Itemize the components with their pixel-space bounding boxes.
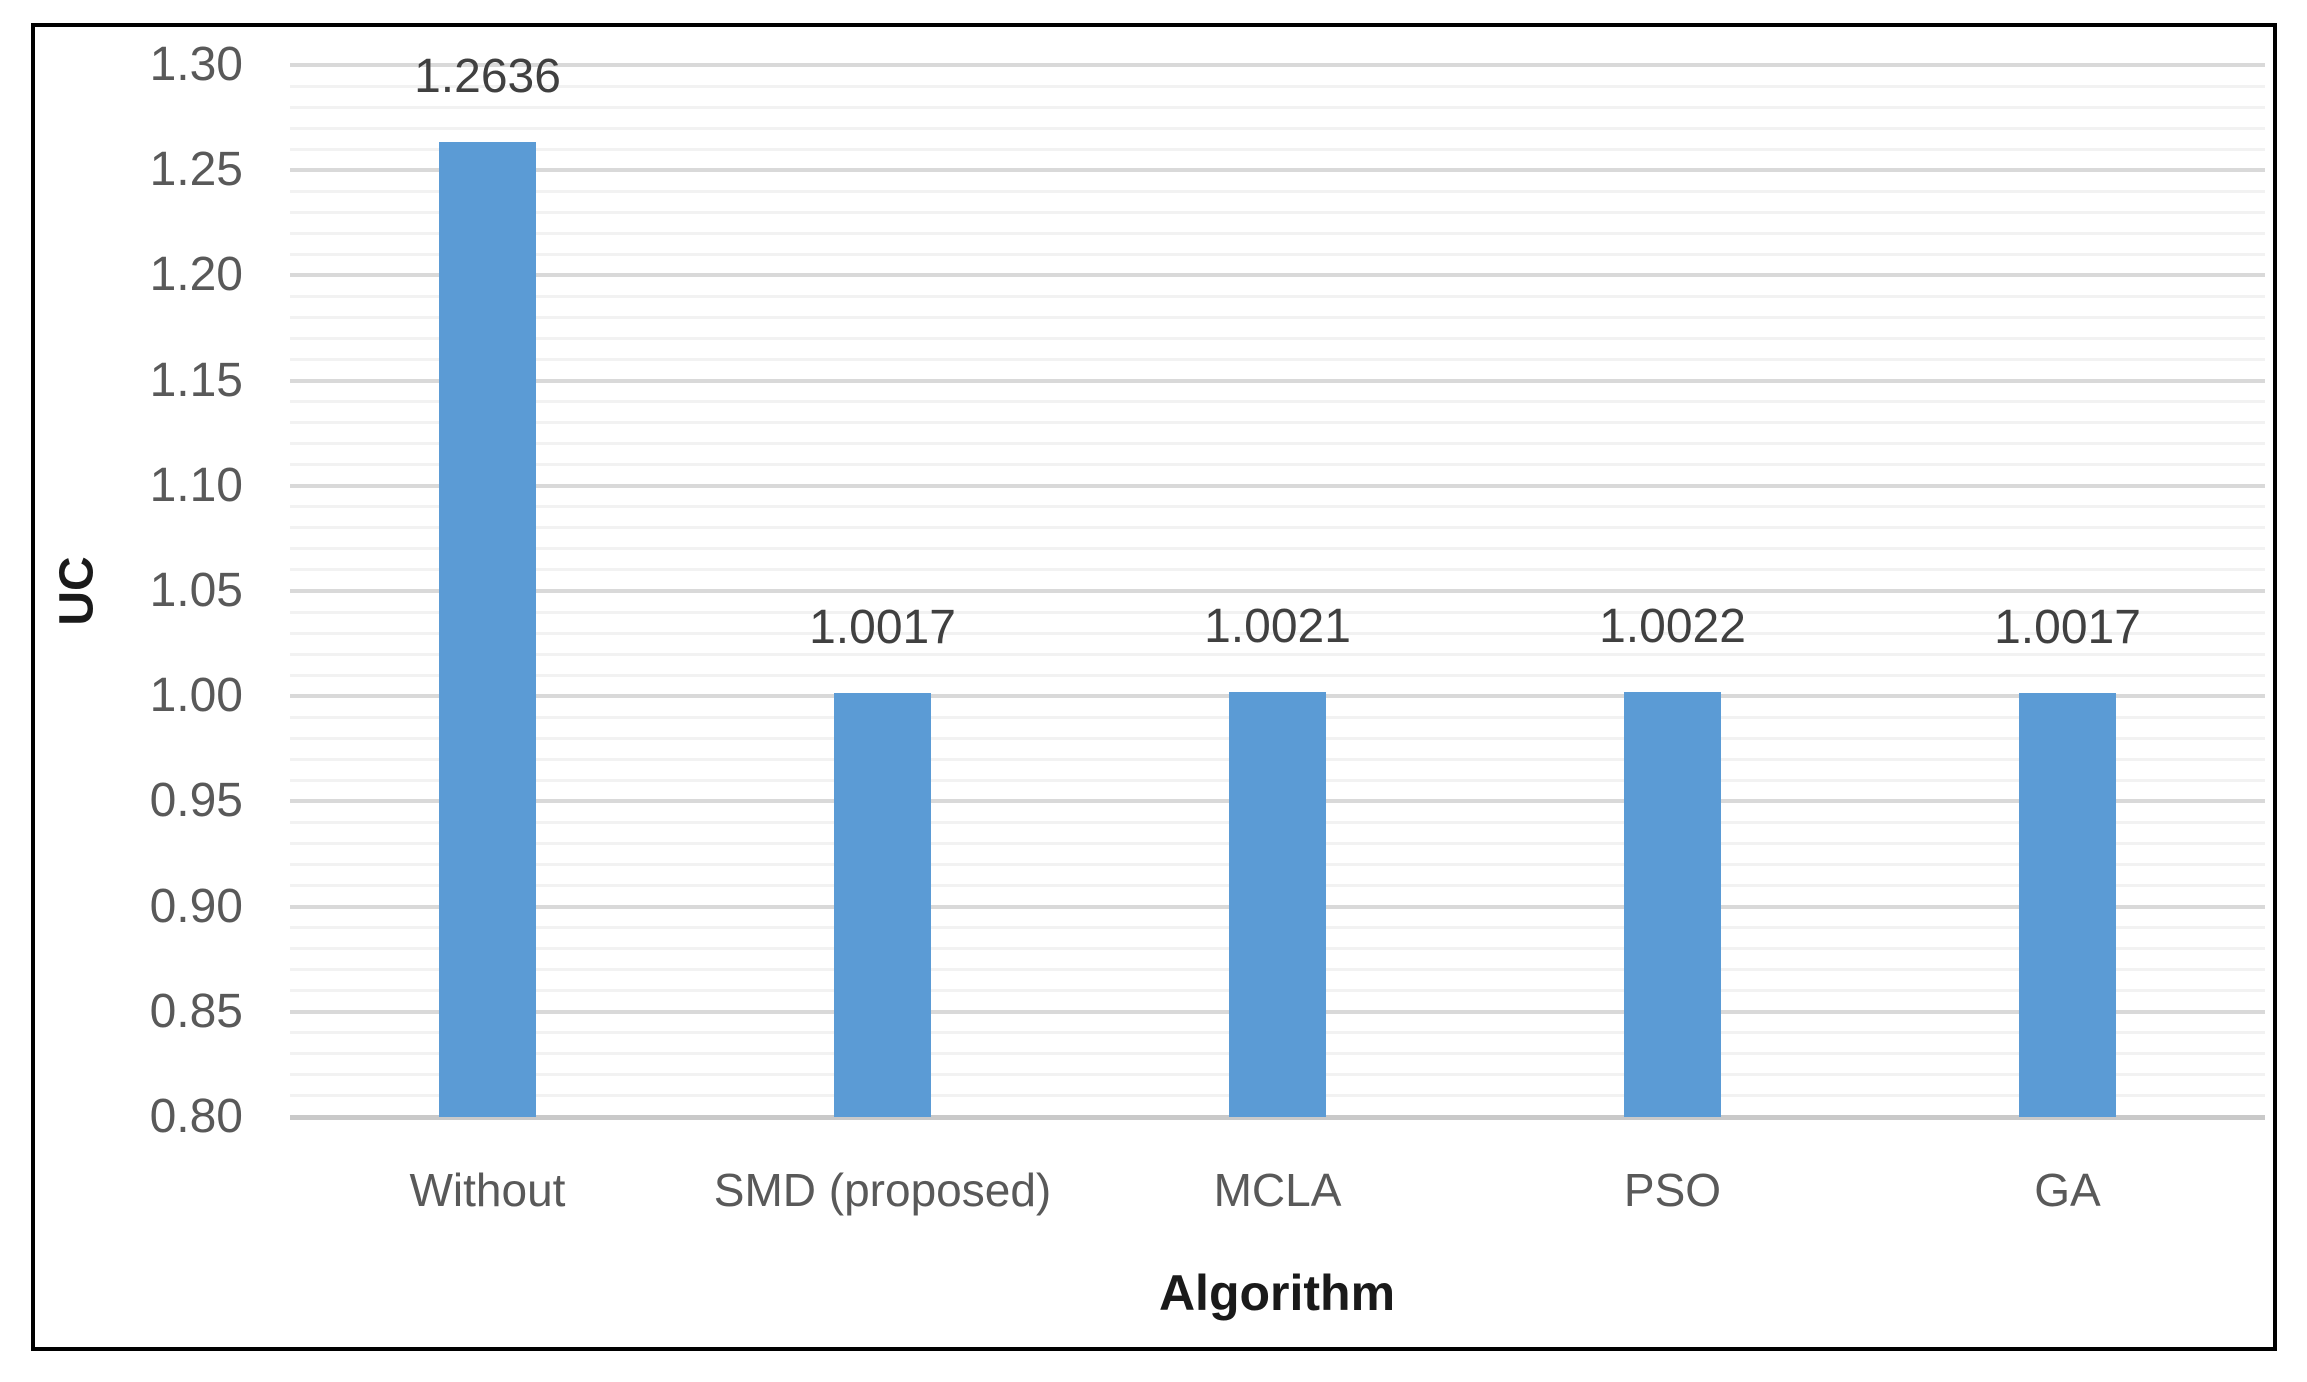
major-gridline <box>290 168 2265 173</box>
major-gridline <box>290 63 2265 67</box>
x-category-label: Without <box>409 1164 566 1216</box>
bar-data-label: 1.0022 <box>1599 599 1746 653</box>
bar <box>834 692 931 1117</box>
x-axis-title: Algorithm <box>1158 1265 1396 1321</box>
y-tick-label: 1.05 <box>149 564 243 617</box>
minor-gridline <box>290 610 2265 614</box>
minor-gridline <box>290 400 2265 404</box>
minor-gridline <box>290 105 2265 109</box>
minor-gridline <box>290 337 2265 341</box>
minor-gridline <box>290 505 2265 509</box>
major-gridline <box>290 273 2265 278</box>
y-tick-label: 0.80 <box>149 1090 243 1143</box>
x-category-label: GA <box>2034 1164 2101 1216</box>
minor-gridline <box>290 421 2265 425</box>
figure-border <box>31 23 2277 1351</box>
y-tick-label: 0.95 <box>149 774 243 828</box>
major-gridline <box>290 483 2265 488</box>
minor-gridline <box>290 358 2265 362</box>
minor-gridline <box>290 252 2265 256</box>
bar <box>1229 691 1326 1117</box>
minor-gridline <box>290 210 2265 214</box>
y-tick-label: 1.00 <box>149 669 243 723</box>
bar-data-label: 1.0021 <box>1204 599 1351 653</box>
minor-gridline <box>290 442 2265 446</box>
major-gridline <box>290 378 2265 383</box>
minor-gridline <box>290 547 2265 551</box>
y-tick-label: 1.10 <box>149 458 243 512</box>
minor-gridline <box>290 568 2265 572</box>
bar <box>1624 691 1721 1117</box>
y-tick-label: 1.20 <box>149 248 243 302</box>
minor-gridline <box>290 189 2265 193</box>
minor-gridline <box>290 526 2265 530</box>
minor-gridline <box>290 631 2265 635</box>
y-tick-label: 0.90 <box>149 879 243 933</box>
major-gridline <box>290 589 2265 593</box>
minor-gridline <box>290 126 2265 130</box>
y-tick-label: 1.15 <box>149 353 243 407</box>
minor-gridline <box>290 463 2265 467</box>
minor-gridline <box>290 147 2265 151</box>
minor-gridline <box>290 673 2265 677</box>
minor-gridline <box>290 231 2265 235</box>
x-category-label: SMD (proposed) <box>713 1164 1052 1216</box>
bar <box>2019 692 2116 1117</box>
y-tick-label: 0.85 <box>149 984 243 1038</box>
bar-data-label: 1.0017 <box>809 600 956 654</box>
minor-gridline <box>290 294 2265 298</box>
bar-data-label: 1.0017 <box>1994 600 2141 654</box>
x-axis-line <box>290 1114 2265 1120</box>
y-tick-label: 1.25 <box>149 143 243 197</box>
minor-gridline <box>290 84 2265 88</box>
bar-data-label: 1.2636 <box>414 49 561 103</box>
bar <box>439 141 536 1117</box>
x-category-label: MCLA <box>1213 1164 1342 1216</box>
minor-gridline <box>290 315 2265 319</box>
minor-gridline <box>290 652 2265 656</box>
y-axis-title: UC <box>50 556 104 626</box>
x-category-label: PSO <box>1623 1164 1722 1216</box>
y-tick-label: 1.30 <box>149 38 243 91</box>
